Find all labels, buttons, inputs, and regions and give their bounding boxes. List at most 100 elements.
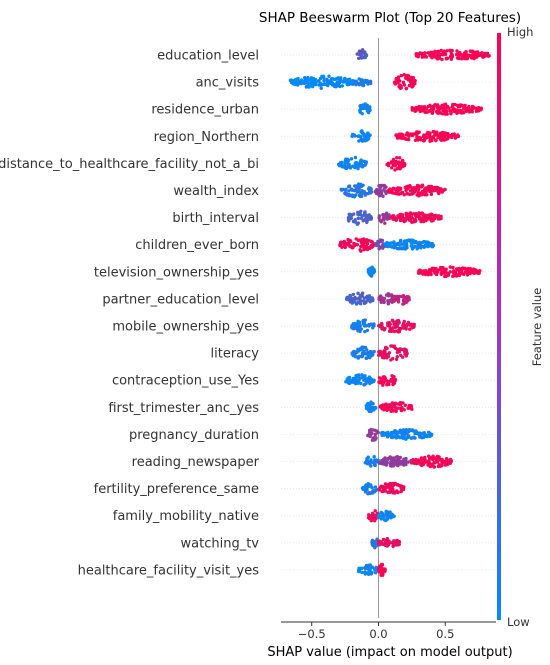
shap-point [406,435,410,439]
shap-point [427,454,431,458]
shap-point [364,106,368,110]
shap-point [425,188,429,192]
shap-point [358,296,362,300]
shap-point [370,570,374,575]
shap-point [440,268,444,272]
shap-point [347,185,351,189]
shap-point [381,213,385,217]
shap-point [393,482,397,486]
shap-point [357,211,362,215]
shap-point [402,408,406,412]
shap-point [468,54,472,58]
shap-point [318,76,323,81]
shap-point [468,271,472,275]
shap-point [301,81,306,85]
shap-point [369,239,373,244]
shap-point [358,302,363,306]
shap-point [398,455,402,460]
shap-point [465,57,469,61]
shap-point [470,110,474,114]
shap-point [321,74,326,79]
shap-point [369,518,373,523]
shap-point [361,103,365,107]
shap-point [348,213,352,218]
shap-point [426,463,430,467]
shap-point [406,406,410,410]
shap-point [400,242,404,246]
shap-point [431,186,435,190]
shap-point [387,511,391,515]
shap-point [454,274,459,278]
shap-point [424,107,428,111]
shap-point [395,156,399,160]
shap-point [356,166,360,171]
shap-point [351,194,355,199]
shap-point [378,297,382,301]
shap-point [354,376,358,380]
shap-point [381,246,385,250]
shap-point [401,462,405,466]
shap-point [441,459,446,463]
shap-point [380,327,385,331]
shap-point [454,270,458,274]
shap-point [422,435,426,439]
shap-point [378,380,382,384]
shap-point [389,404,394,409]
shap-point [360,373,364,377]
x-tick-label: 0.5 [436,627,454,641]
shap-point [365,295,370,300]
shap-point [365,238,369,242]
shap-point [436,49,440,54]
shap-point [298,80,302,85]
shap-point [487,54,491,58]
shap-point [361,243,366,248]
shap-point [463,103,467,108]
shap-point [410,407,414,411]
shap-point [394,218,398,222]
shap-point [400,294,404,299]
shap-point [356,81,360,86]
shap-point [409,244,413,248]
shap-point [395,406,399,410]
shap-point [382,184,387,189]
shap-point [380,322,384,326]
shap-point [366,135,371,139]
shap-point [359,137,363,141]
shap-point [422,239,426,244]
shap-point [401,80,406,85]
shap-point [416,243,421,247]
shap-point [362,324,367,328]
shap-point [412,245,416,249]
shap-point [395,355,399,359]
shap-point [389,161,394,165]
shap-point [404,211,408,215]
shap-point [401,428,406,432]
shap-point [397,161,402,165]
shap-point [400,431,404,435]
shap-point [361,55,365,60]
shap-point [422,133,426,137]
shap-point [377,184,381,188]
shap-point [396,192,400,196]
shap-point [391,382,395,387]
shap-point [474,109,479,113]
shap-point [354,185,358,190]
shap-point [442,108,446,112]
shap-point [391,157,396,162]
shap-point [419,51,423,56]
shap-point [337,77,341,82]
shap-point [449,55,453,60]
shap-point [348,216,353,221]
shap-point [360,214,365,218]
shap-point [380,296,385,300]
shap-point [404,75,408,79]
shap-point [466,268,471,272]
shap-point [339,163,343,167]
shap-point [437,109,441,114]
shap-point [371,405,375,410]
shap-point [390,189,394,193]
shap-point [443,274,447,279]
shap-point [374,243,378,247]
shap-point [435,457,439,462]
shap-point [395,489,399,494]
